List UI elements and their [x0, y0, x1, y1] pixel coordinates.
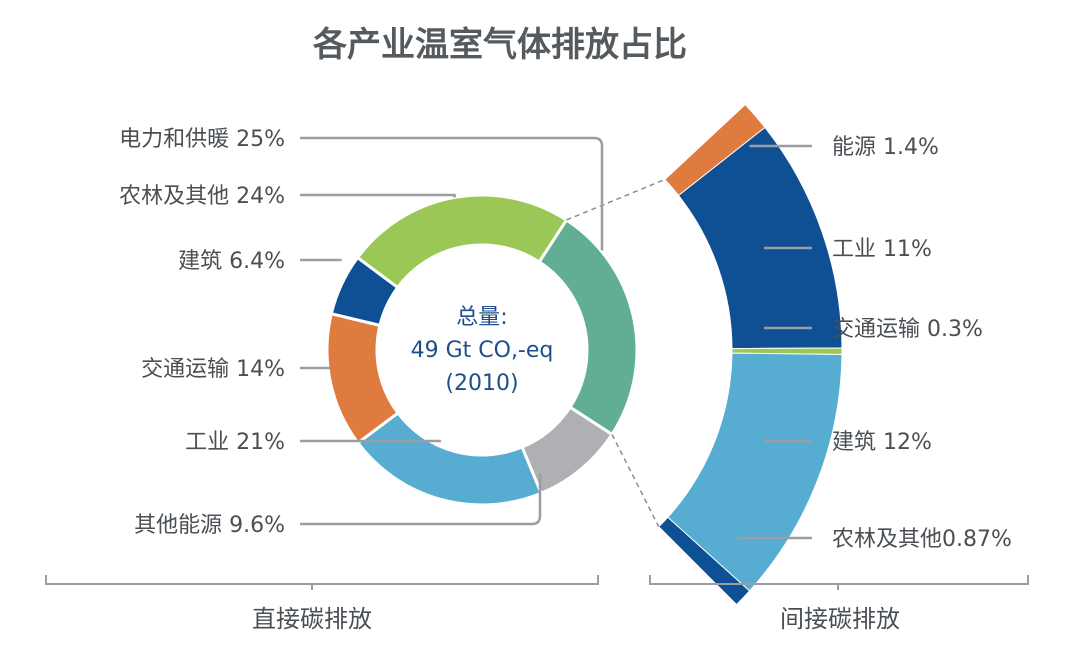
direct-leader-1	[300, 473, 542, 526]
direct-leader-5	[300, 193, 456, 198]
indirect-label-3: 建筑 12%	[832, 430, 932, 455]
indirect-label-0: 能源 1.4%	[832, 135, 939, 160]
donut-slice-2	[355, 410, 544, 507]
indirect-label-4: 农林及其他0.87%	[832, 527, 1012, 552]
direct-label-2: 工业 21%	[185, 430, 285, 455]
group-brackets	[45, 575, 1029, 590]
indirect-bracket	[649, 575, 1029, 585]
indirect-arc	[658, 103, 843, 606]
center-label: 总量: 49 Gt CO,-eq (2010)	[411, 305, 554, 396]
chart-title: 各产业温室气体排放占比	[313, 25, 687, 65]
center-label-line-1: 总量:	[456, 305, 507, 330]
slice-labels: 电力和供暖 25% 农林及其他 24% 建筑 6.4% 交通运输 14% 工业 21% 其…	[119, 127, 1012, 552]
direct-ring	[325, 193, 639, 507]
direct-label-1: 其他能源 9.6%	[134, 513, 285, 538]
direct-leader-0	[300, 136, 604, 251]
direct-label-0: 电力和供暖 25%	[119, 127, 285, 152]
leader-lines	[300, 136, 812, 540]
indirect-label-1: 工业 11%	[832, 237, 932, 262]
donut-slice-5	[355, 193, 569, 290]
direct-label-3: 交通运输 14%	[141, 357, 285, 382]
donut-slice-0	[537, 217, 639, 437]
indirect-segment-4	[658, 516, 751, 606]
center-label-line-3: (2010)	[445, 371, 518, 396]
connector-bottom	[611, 434, 660, 528]
direct-label-4: 建筑 6.4%	[178, 249, 285, 274]
indirect-group-label: 间接碳排放	[780, 605, 900, 633]
connector-top	[566, 178, 666, 221]
direct-label-5: 农林及其他 24%	[119, 184, 285, 209]
direct-group-label: 直接碳排放	[252, 605, 372, 633]
indirect-label-2: 交通运输 0.3%	[832, 317, 983, 342]
center-label-line-2: 49 Gt CO,-eq	[411, 338, 554, 363]
direct-bracket	[45, 575, 599, 585]
